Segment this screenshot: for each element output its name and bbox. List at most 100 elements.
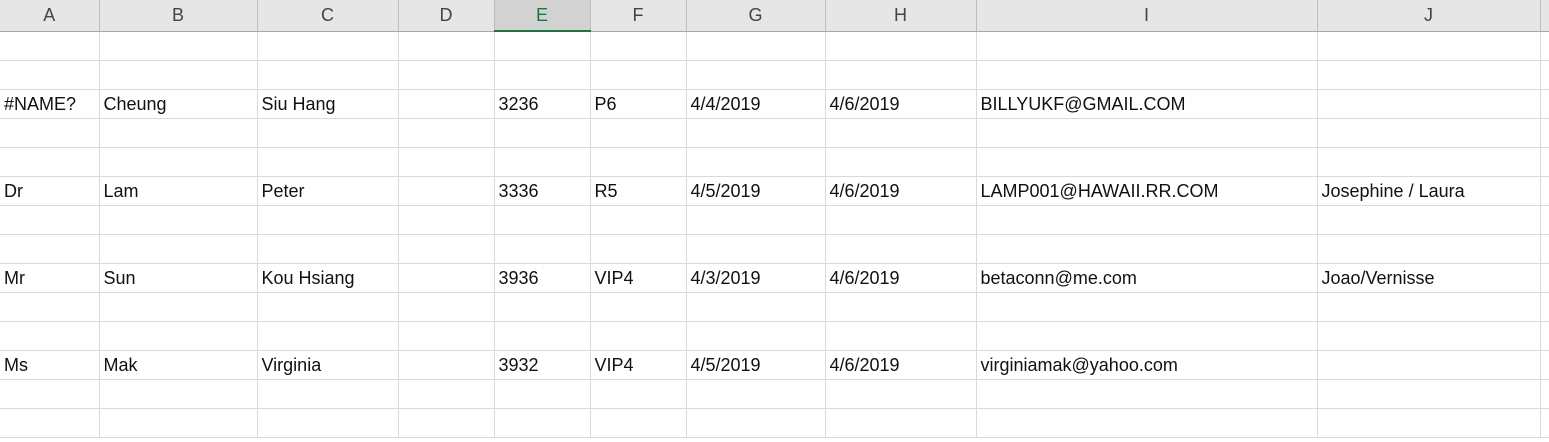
cell-b[interactable] bbox=[99, 379, 258, 409]
cell-k[interactable] bbox=[1540, 89, 1549, 119]
cell-j[interactable] bbox=[1317, 234, 1541, 264]
cell-a[interactable]: Mr bbox=[0, 263, 100, 293]
cell-d[interactable] bbox=[398, 379, 495, 409]
cell-e[interactable]: 3936 bbox=[494, 263, 591, 293]
cell-d[interactable] bbox=[398, 205, 495, 235]
column-header-g[interactable]: G bbox=[686, 0, 826, 32]
cell-e[interactable] bbox=[494, 408, 591, 438]
column-header-f[interactable]: F bbox=[590, 0, 687, 32]
cell-b[interactable] bbox=[99, 292, 258, 322]
cell-h[interactable] bbox=[825, 234, 977, 264]
cell-i[interactable] bbox=[976, 205, 1318, 235]
cell-b[interactable] bbox=[99, 234, 258, 264]
cell-c[interactable] bbox=[257, 379, 399, 409]
cell-k[interactable] bbox=[1540, 60, 1549, 90]
cell-c[interactable] bbox=[257, 147, 399, 177]
cell-c[interactable] bbox=[257, 408, 399, 438]
cell-f[interactable] bbox=[590, 31, 687, 61]
cell-e[interactable]: 3932 bbox=[494, 350, 591, 380]
cell-g[interactable] bbox=[686, 118, 826, 148]
cell-a[interactable]: Ms bbox=[0, 350, 100, 380]
cell-j[interactable] bbox=[1317, 379, 1541, 409]
cell-b[interactable]: Cheung bbox=[99, 89, 258, 119]
cell-h[interactable]: 4/6/2019 bbox=[825, 350, 977, 380]
cell-i[interactable] bbox=[976, 118, 1318, 148]
cell-e[interactable] bbox=[494, 379, 591, 409]
cell-h[interactable] bbox=[825, 60, 977, 90]
cell-d[interactable] bbox=[398, 408, 495, 438]
cell-j[interactable]: Josephine / Laura bbox=[1317, 176, 1541, 206]
cell-e[interactable]: 3236 bbox=[494, 89, 591, 119]
cell-k[interactable] bbox=[1540, 147, 1549, 177]
cell-h[interactable] bbox=[825, 379, 977, 409]
cell-g[interactable] bbox=[686, 60, 826, 90]
column-header-k[interactable] bbox=[1540, 0, 1549, 32]
cell-k[interactable] bbox=[1540, 176, 1549, 206]
cell-d[interactable] bbox=[398, 89, 495, 119]
cell-g[interactable] bbox=[686, 321, 826, 351]
cell-e[interactable]: 3336 bbox=[494, 176, 591, 206]
cell-d[interactable] bbox=[398, 60, 495, 90]
cell-h[interactable] bbox=[825, 118, 977, 148]
cell-a[interactable] bbox=[0, 60, 100, 90]
column-header-d[interactable]: D bbox=[398, 0, 495, 32]
cell-a[interactable]: #NAME? bbox=[0, 89, 100, 119]
cell-f[interactable]: VIP4 bbox=[590, 350, 687, 380]
cell-e[interactable] bbox=[494, 321, 591, 351]
cell-j[interactable] bbox=[1317, 60, 1541, 90]
cell-d[interactable] bbox=[398, 321, 495, 351]
cell-f[interactable] bbox=[590, 147, 687, 177]
cell-h[interactable] bbox=[825, 292, 977, 322]
cell-c[interactable]: Kou Hsiang bbox=[257, 263, 399, 293]
cell-h[interactable] bbox=[825, 205, 977, 235]
cell-g[interactable] bbox=[686, 408, 826, 438]
cell-a[interactable]: Dr bbox=[0, 176, 100, 206]
cell-e[interactable] bbox=[494, 292, 591, 322]
cell-g[interactable]: 4/5/2019 bbox=[686, 350, 826, 380]
cell-g[interactable] bbox=[686, 292, 826, 322]
cell-b[interactable] bbox=[99, 60, 258, 90]
cell-i[interactable] bbox=[976, 60, 1318, 90]
cell-i[interactable] bbox=[976, 292, 1318, 322]
cell-i[interactable] bbox=[976, 379, 1318, 409]
cell-h[interactable] bbox=[825, 321, 977, 351]
cell-g[interactable] bbox=[686, 379, 826, 409]
cell-b[interactable]: Mak bbox=[99, 350, 258, 380]
cell-f[interactable]: R5 bbox=[590, 176, 687, 206]
cell-b[interactable] bbox=[99, 408, 258, 438]
cell-g[interactable] bbox=[686, 234, 826, 264]
cell-j[interactable] bbox=[1317, 31, 1541, 61]
cell-a[interactable] bbox=[0, 292, 100, 322]
column-header-a[interactable]: A bbox=[0, 0, 100, 32]
cell-g[interactable]: 4/4/2019 bbox=[686, 89, 826, 119]
cell-f[interactable] bbox=[590, 379, 687, 409]
cell-f[interactable] bbox=[590, 234, 687, 264]
cell-j[interactable]: Joao/Vernisse bbox=[1317, 263, 1541, 293]
cell-c[interactable] bbox=[257, 234, 399, 264]
cell-e[interactable] bbox=[494, 118, 591, 148]
cell-i[interactable]: BILLYUKF@GMAIL.COM bbox=[976, 89, 1318, 119]
cell-j[interactable] bbox=[1317, 205, 1541, 235]
cell-i[interactable]: LAMP001@HAWAII.RR.COM bbox=[976, 176, 1318, 206]
column-header-c[interactable]: C bbox=[257, 0, 399, 32]
cell-e[interactable] bbox=[494, 60, 591, 90]
column-header-j[interactable]: J bbox=[1317, 0, 1541, 32]
cell-f[interactable] bbox=[590, 60, 687, 90]
cell-k[interactable] bbox=[1540, 408, 1549, 438]
cell-f[interactable]: VIP4 bbox=[590, 263, 687, 293]
cell-g[interactable] bbox=[686, 31, 826, 61]
cell-b[interactable] bbox=[99, 31, 258, 61]
cell-h[interactable] bbox=[825, 31, 977, 61]
cell-h[interactable]: 4/6/2019 bbox=[825, 176, 977, 206]
column-header-i[interactable]: I bbox=[976, 0, 1318, 32]
cell-f[interactable] bbox=[590, 292, 687, 322]
column-header-h[interactable]: H bbox=[825, 0, 977, 32]
cell-k[interactable] bbox=[1540, 205, 1549, 235]
cell-e[interactable] bbox=[494, 31, 591, 61]
cell-i[interactable] bbox=[976, 408, 1318, 438]
cell-c[interactable] bbox=[257, 31, 399, 61]
cell-f[interactable] bbox=[590, 408, 687, 438]
cell-a[interactable] bbox=[0, 31, 100, 61]
cell-d[interactable] bbox=[398, 292, 495, 322]
cell-d[interactable] bbox=[398, 176, 495, 206]
